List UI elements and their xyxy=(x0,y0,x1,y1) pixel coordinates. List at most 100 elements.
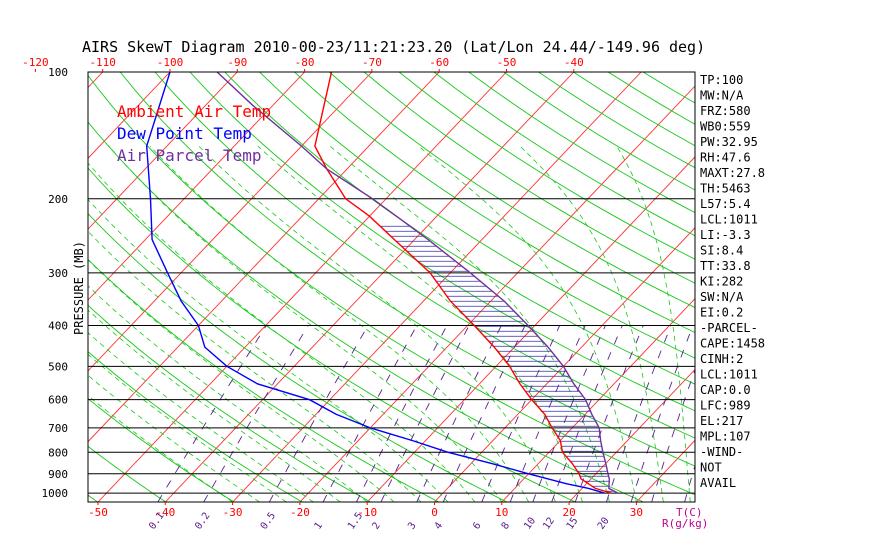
x-axis-label: T(C) xyxy=(676,506,703,519)
mixing-ratio-line xyxy=(651,368,695,502)
mixing-ratio-tick-label: 1 xyxy=(313,520,325,531)
pressure-tick-label: 100 xyxy=(48,66,68,79)
bottom-temp-tick-label: -40 xyxy=(155,506,175,519)
top-temp-tick-label: -80 xyxy=(295,56,315,69)
index-value: CAP:0.0 xyxy=(700,383,751,397)
mixing-ratio-tick-label: 0.5 xyxy=(259,511,278,532)
dry-adiabat-line xyxy=(88,258,440,502)
mixing-ratio-line xyxy=(203,325,309,502)
index-value: L57:5.4 xyxy=(700,197,751,211)
bottom-temp-tick-labels: -50 -40 -30 -20 -10 0 10 20 30 xyxy=(88,502,643,519)
index-value: LCL:1011 xyxy=(700,368,758,382)
mixing-ratio-grid xyxy=(157,325,695,502)
top-temp-tick-label: -70 xyxy=(362,56,382,69)
mixing-ratio-line xyxy=(684,464,695,502)
mixing-ratio-tick-label: 6 xyxy=(471,520,483,531)
isotherm-line xyxy=(164,72,575,502)
index-value: MPL:107 xyxy=(700,430,751,444)
pressure-tick-label: 900 xyxy=(48,468,68,481)
mixing-ratio-line xyxy=(630,325,694,502)
mixing-ratio-unit-label: R(g/kg) xyxy=(662,517,708,530)
bottom-temp-tick-label: 10 xyxy=(495,506,508,519)
legend-entry: Ambient Air Temp xyxy=(117,102,271,121)
index-value: CAPE:1458 xyxy=(700,337,765,351)
mixing-ratio-line xyxy=(416,325,502,502)
moist-adiabat-line xyxy=(257,145,583,502)
top-temp-tick-labels: -120 -110 -100 -90 -80 -70 -60 -50 -40 xyxy=(22,56,584,72)
isotherm-line xyxy=(97,72,507,502)
bottom-temp-tick-label: 0 xyxy=(431,506,438,519)
index-value: CINH:2 xyxy=(700,352,743,366)
top-temp-tick-label: -90 xyxy=(227,56,247,69)
dry-adiabat-line xyxy=(468,72,695,214)
moist-adiabat-line xyxy=(198,145,556,502)
index-value: SW:N/A xyxy=(700,290,744,304)
top-temp-tick-label: -100 xyxy=(157,56,184,69)
index-value: LCL:1011 xyxy=(700,213,758,227)
pressure-tick-label: 1000 xyxy=(42,487,69,500)
plot-frame xyxy=(87,71,696,503)
index-value: -PARCEL- xyxy=(700,321,758,335)
isotherm-line xyxy=(232,72,642,502)
pressure-tick-label: 800 xyxy=(48,446,68,459)
index-value: SI:8.4 xyxy=(700,244,743,258)
isotherm-line xyxy=(501,297,695,502)
moist-adiabat-line xyxy=(519,145,664,502)
moist-adiabat-line xyxy=(108,145,503,502)
dry-adiabat-line xyxy=(154,72,695,439)
isotherm-line xyxy=(88,72,305,301)
isotherm-line xyxy=(88,72,373,372)
top-temp-tick-label: -60 xyxy=(429,56,449,69)
dry-adiabat-line xyxy=(363,72,695,284)
mixing-ratio-line xyxy=(532,325,606,502)
series-line xyxy=(314,72,612,494)
isotherm-line xyxy=(88,72,171,159)
y-axis-label: PRESSURE (MB) xyxy=(72,241,86,335)
pressure-tick-label: 300 xyxy=(48,267,68,280)
mixing-ratio-line xyxy=(356,325,448,502)
mixing-ratio-tick-labels: 0.1 0.2 0.5 1 1.5 2 3 4 6 8 10 12 15 20 xyxy=(147,511,612,532)
dry-adiabat-line xyxy=(88,304,371,502)
dry-adiabat-line xyxy=(88,74,695,496)
mixing-ratio-tick-label: 20 xyxy=(596,516,612,532)
mixing-ratio-tick-label: 0.2 xyxy=(193,511,212,532)
isotherm-line xyxy=(299,85,695,502)
mixing-ratio-line xyxy=(268,325,369,502)
index-value: MW:N/A xyxy=(700,89,744,103)
pressure-tick-labels: 100 200 300 400 500 600 700 800 900 1000 xyxy=(42,66,69,500)
series-line xyxy=(216,72,619,494)
dry-adiabat-line xyxy=(259,72,695,359)
top-temp-tick-label: -50 xyxy=(497,56,517,69)
index-value: PW:32.95 xyxy=(700,135,758,149)
index-value: FRZ:580 xyxy=(700,104,751,118)
chart-title: AIRS SkewT Diagram 2010-00-23/11:21:23.2… xyxy=(82,38,705,56)
pressure-tick-label: 400 xyxy=(48,320,68,333)
index-value: KI:282 xyxy=(700,275,743,289)
isobar-grid xyxy=(88,198,695,494)
dry-adiabat-line xyxy=(294,72,695,334)
pressure-tick-label: 200 xyxy=(48,193,68,206)
profile-series xyxy=(145,72,619,494)
dry-adiabat-line xyxy=(88,167,576,502)
pressure-tick-label: 500 xyxy=(48,360,68,373)
mixing-ratio-line xyxy=(157,325,267,502)
bottom-temp-tick-label: 20 xyxy=(562,506,575,519)
index-value: TP:100 xyxy=(700,73,743,87)
top-temp-tick-label: -110 xyxy=(89,56,116,69)
mixing-ratio-line xyxy=(551,325,623,502)
isotherm-line xyxy=(88,72,104,89)
mixing-ratio-tick-label: 12 xyxy=(541,516,557,532)
dry-adiabat-line xyxy=(88,445,167,502)
moist-adiabat-line xyxy=(88,198,449,502)
bottom-temp-tick-label: -20 xyxy=(290,506,310,519)
index-value: TH:5463 xyxy=(700,182,751,196)
cape-hatch xyxy=(380,225,615,492)
isotherm-line xyxy=(0,72,35,502)
index-value: AVAIL xyxy=(700,476,736,490)
mixing-ratio-line xyxy=(481,325,561,502)
mixing-ratio-tick-label: 10 xyxy=(522,516,538,532)
index-value: MAXT:27.8 xyxy=(700,166,765,180)
mixing-ratio-tick-label: 3 xyxy=(406,520,418,531)
pressure-tick-label: 600 xyxy=(48,394,68,407)
